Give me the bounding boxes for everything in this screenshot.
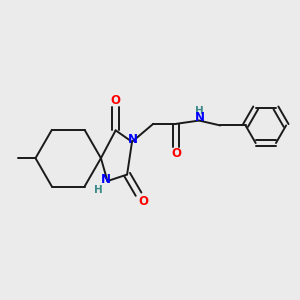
Text: N: N <box>101 173 111 186</box>
Text: H: H <box>94 185 103 195</box>
Text: O: O <box>111 94 121 107</box>
Text: O: O <box>172 147 182 161</box>
Text: N: N <box>195 111 205 124</box>
Text: O: O <box>139 195 148 208</box>
Text: H: H <box>195 106 204 116</box>
Text: N: N <box>128 133 138 146</box>
